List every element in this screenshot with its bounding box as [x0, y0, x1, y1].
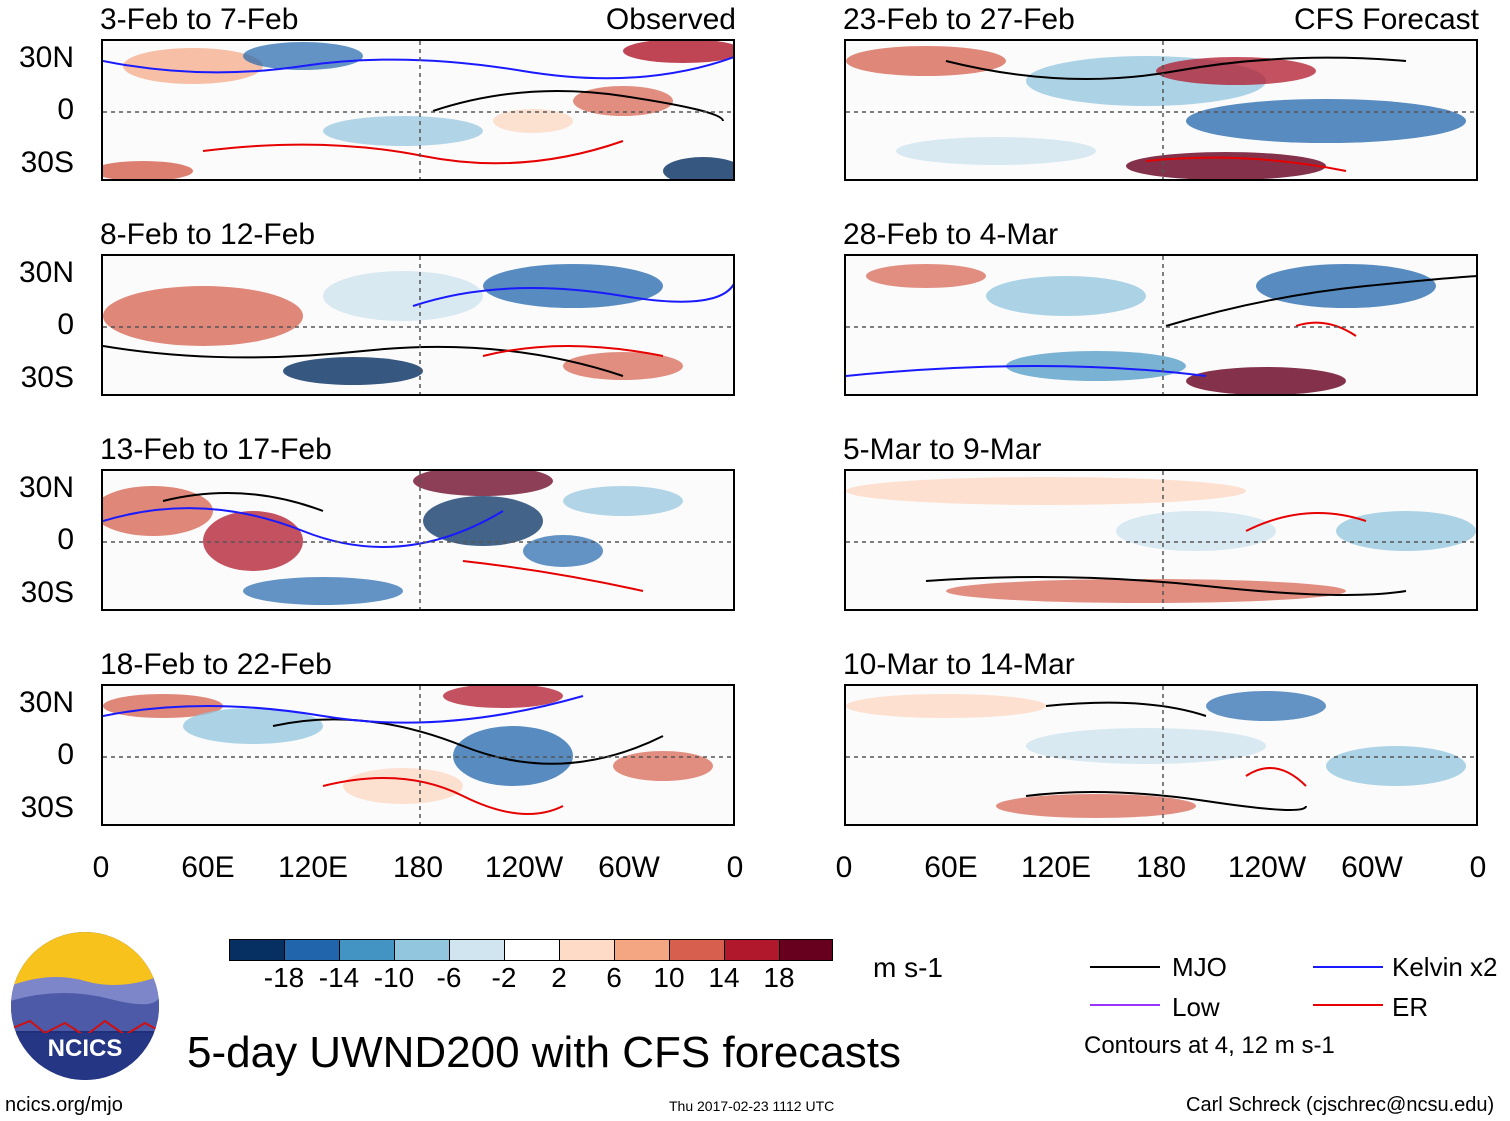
colorbar-tick: 14 — [708, 962, 740, 993]
colorbar-cell — [724, 939, 780, 961]
colorbar-tick: -10 — [373, 962, 415, 993]
lat-label-30n: 30N — [18, 686, 74, 719]
panel-title-left-4: 18-Feb to 22-Feb — [100, 648, 332, 681]
lat-label-30s: 30S — [20, 361, 74, 394]
lat-label-0: 0 — [57, 308, 74, 341]
panel-tag-cfs-forecast: CFS Forecast — [1293, 3, 1479, 36]
colorbar-cell — [449, 939, 505, 961]
lon-label-60e: 60E — [924, 851, 978, 884]
colorbar-tick: 10 — [653, 962, 685, 993]
colorbar-cell — [229, 939, 285, 961]
panel-title-left-2: 8-Feb to 12-Feb — [100, 218, 316, 251]
legend-line-mjo — [1090, 966, 1160, 968]
panel-tag-observed: Observed — [605, 3, 736, 36]
lat-label-30s: 30S — [20, 576, 74, 609]
panel-title-left-1: 3-Feb to 7-Feb — [100, 3, 299, 36]
legend-label-low: Low — [1172, 992, 1220, 1022]
colorbar-cell — [394, 939, 450, 961]
lon-label-120e: 120E — [277, 851, 349, 884]
colorbar-cell — [779, 939, 833, 961]
lat-label-0: 0 — [57, 93, 74, 126]
map-panel-right-2 — [844, 254, 1478, 396]
lon-label-0: 0 — [1469, 851, 1487, 884]
lon-label-60e: 60E — [181, 851, 235, 884]
lon-label-0: 0 — [92, 851, 110, 884]
footer-author: Carl Schreck (cjschrec@ncsu.edu) — [1186, 1094, 1495, 1116]
colorbar-tick: -2 — [491, 962, 517, 993]
colorbar-tick: 6 — [606, 962, 622, 993]
legend-label-er: ER — [1392, 992, 1429, 1022]
lat-label-0: 0 — [57, 523, 74, 556]
colorbar-cell — [669, 939, 725, 961]
panel-title-left-3: 13-Feb to 17-Feb — [100, 433, 332, 466]
figure-title: 5-day UWND200 with CFS forecasts — [187, 1028, 901, 1077]
lon-label-120e: 120E — [1020, 851, 1092, 884]
map-panel-left-2 — [101, 254, 735, 396]
panel-title-right-4: 10-Mar to 14-Mar — [843, 648, 1075, 681]
map-panel-left-3 — [101, 469, 735, 611]
legend-line-er — [1313, 1004, 1383, 1006]
lon-label-120w: 120W — [1227, 851, 1307, 884]
lon-label-180: 180 — [1135, 851, 1187, 884]
legend-line-low — [1090, 1004, 1160, 1006]
lat-label-30n: 30N — [18, 256, 74, 289]
colorbar-tick: 18 — [763, 962, 795, 993]
lat-label-0: 0 — [57, 738, 74, 771]
footer-url: ncics.org/mjo — [5, 1094, 123, 1116]
lon-label-0: 0 — [835, 851, 853, 884]
legend-line-kelvin — [1313, 966, 1383, 968]
colorbar-cell — [504, 939, 560, 961]
footer-timestamp: Thu 2017-02-23 1112 UTC — [669, 1098, 835, 1114]
legend-label-mjo: MJO — [1172, 952, 1227, 982]
legend-note: Contours at 4, 12 m s-1 — [1084, 1032, 1335, 1059]
colorbar-tick: -6 — [436, 962, 462, 993]
colorbar-cell — [559, 939, 615, 961]
colorbar-cell — [339, 939, 395, 961]
panel-title-right-1: 23-Feb to 27-Feb — [843, 3, 1075, 36]
panel-title-right-2: 28-Feb to 4-Mar — [843, 218, 1059, 251]
lon-label-120w: 120W — [484, 851, 564, 884]
logo-text: NCICS — [48, 1035, 123, 1062]
map-panel-right-3 — [844, 469, 1478, 611]
panel-title-right-3: 5-Mar to 9-Mar — [843, 433, 1042, 466]
map-panel-left-4 — [101, 684, 735, 826]
legend-label-kelvin: Kelvin x2 — [1392, 952, 1498, 982]
lon-label-60w: 60W — [1341, 851, 1403, 884]
lat-label-30s: 30S — [20, 146, 74, 179]
map-panel-right-1 — [844, 39, 1478, 181]
ncics-logo: NCICS — [10, 931, 160, 1081]
colorbar-tick: 2 — [551, 962, 567, 993]
map-panel-left-1 — [101, 39, 735, 181]
lon-label-60w: 60W — [598, 851, 660, 884]
colorbar-tick: -14 — [318, 962, 360, 993]
colorbar-tick: -18 — [263, 962, 305, 993]
lon-label-0: 0 — [726, 851, 744, 884]
colorbar-cell — [614, 939, 670, 961]
map-panel-right-4 — [844, 684, 1478, 826]
lat-label-30n: 30N — [18, 41, 74, 74]
colorbar-unit: m s-1 — [873, 952, 943, 983]
colorbar-cell — [284, 939, 340, 961]
lat-label-30s: 30S — [20, 791, 74, 824]
lat-label-30n: 30N — [18, 471, 74, 504]
lon-label-180: 180 — [392, 851, 444, 884]
